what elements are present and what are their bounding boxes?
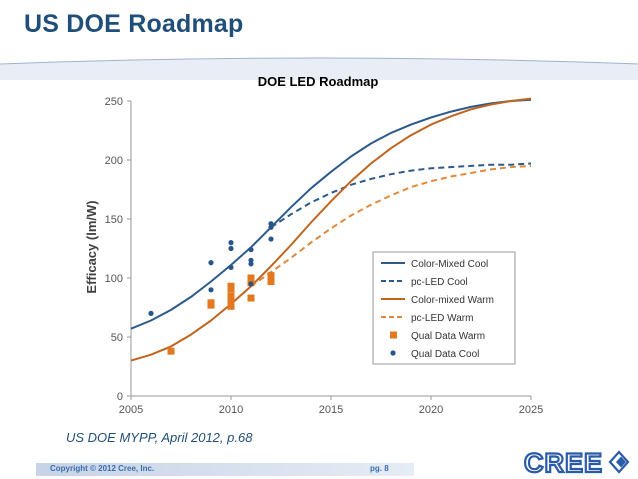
point-qual-data-warm [267, 272, 275, 280]
point-qual-data-warm [227, 298, 235, 306]
series-line-color-mixed-cool [130, 98, 532, 330]
point-qual-data-cool [248, 247, 254, 253]
y-tick-label: 200 [105, 155, 123, 167]
legend-label-pc-led-warm: pc-LED Warm [411, 313, 473, 324]
legend-label-qual-data-cool: Qual Data Cool [411, 349, 479, 360]
point-qual-data-cool [268, 236, 274, 242]
legend-box [372, 251, 516, 365]
point-qual-data-warm [247, 274, 255, 282]
legend-swatch-qual-data-cool [390, 350, 396, 356]
series-lines [130, 97, 532, 362]
point-qual-data-warm [207, 299, 215, 307]
slide-title: US DOE Roadmap [24, 10, 244, 38]
point-qual-data-warm [227, 302, 235, 310]
series-line-pc-led-cool [270, 162, 532, 229]
page-number: pg. 8 [370, 464, 389, 473]
point-qual-data-cool [208, 260, 214, 266]
title-divider [0, 57, 638, 80]
y-tick-label: 250 [105, 96, 123, 108]
point-qual-data-cool [248, 281, 254, 287]
chart-title: DOE LED Roadmap [258, 74, 379, 89]
citation: US DOE MYPP, April 2012, p.68 [66, 430, 253, 445]
point-qual-data-cool [228, 240, 234, 246]
axes: 2005 2010 2015 2020 2025 0 50 100 150 200 250 [105, 96, 544, 416]
y-tick-label: 50 [111, 332, 123, 344]
legend: Color-Mixed Cool pc-LED Cool Color-mixed W… [372, 251, 516, 365]
footer-bar [36, 463, 414, 476]
svg-text:CREE: CREE [524, 448, 603, 476]
x-tick-label: 2020 [419, 404, 443, 416]
legend-label-qual-data-warm: Qual Data Warm [411, 331, 485, 342]
point-qual-data-cool [148, 310, 154, 316]
y-tick-label: 100 [105, 273, 123, 285]
point-qual-data-cool [208, 287, 214, 293]
point-qual-data-warm [247, 294, 255, 302]
series-line-pc-led-warm [250, 164, 532, 288]
point-qual-data-warm [227, 282, 235, 290]
legend-label-pc-led-cool: pc-LED Cool [411, 277, 468, 288]
point-qual-data-cool [228, 245, 234, 252]
point-qual-data-warm [267, 278, 275, 286]
y-tick-label: 150 [105, 214, 123, 226]
legend-label-color-mixed-warm: Color-mixed Warm [411, 295, 494, 306]
point-qual-data-cool [248, 257, 254, 263]
y-axis-label: Efficacy (lm/W) [84, 200, 99, 293]
x-tick-label: 2005 [119, 404, 143, 416]
legend-swatch-qual-data-warm [390, 331, 397, 339]
series-line-color-mixed-warm [130, 97, 532, 362]
copyright-text: Copyright © 2012 Cree, Inc. [50, 464, 155, 473]
legend-label-color-mixed-cool: Color-Mixed Cool [411, 259, 488, 270]
point-qual-data-cool [268, 221, 274, 227]
point-qual-data-cool [228, 264, 234, 270]
x-tick-label: 2015 [319, 404, 343, 416]
x-tick-label: 2010 [219, 404, 243, 416]
cree-logo: CREE [524, 448, 630, 476]
point-qual-data-warm [227, 292, 235, 300]
point-qual-data-warm [167, 347, 175, 355]
x-tick-label: 2025 [519, 404, 543, 416]
data-points [148, 221, 275, 355]
y-tick-label: 0 [117, 391, 123, 403]
